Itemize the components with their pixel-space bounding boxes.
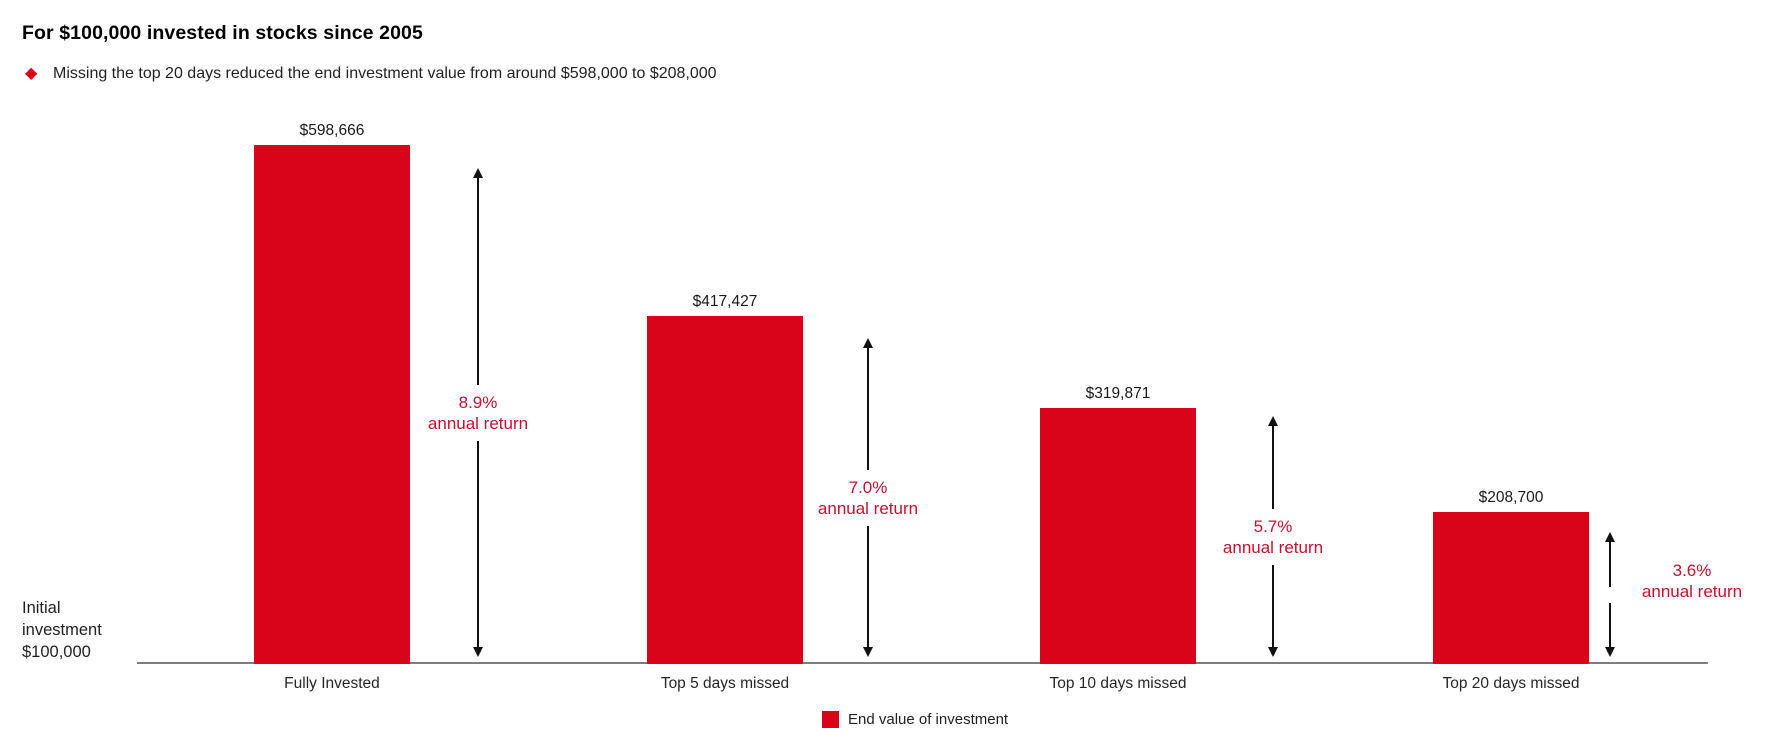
arrow-line-segment — [867, 525, 869, 647]
axis-label-line-1: Initial — [22, 599, 61, 617]
down-arrowhead-icon — [473, 647, 483, 657]
annual-return-suffix: annual return — [817, 498, 919, 518]
annual-return-label: 3.6% annual return — [1618, 560, 1766, 602]
arrow-line-segment — [1609, 542, 1611, 587]
return-arrow-top-5-days-missed: 7.0% annual return — [818, 338, 918, 657]
arrow-line-segment — [867, 348, 869, 470]
legend: End value of investment — [822, 711, 1008, 728]
bar-top-5-days-missed — [647, 316, 803, 664]
category-label-top-10-days-missed: Top 10 days missed — [1049, 675, 1187, 692]
bar-fully-invested — [254, 145, 410, 664]
x-axis-line — [137, 662, 1708, 664]
return-arrow-top-20-days-missed: 3.6% annual return — [1604, 532, 1742, 657]
down-arrowhead-icon — [1268, 647, 1278, 657]
legend-label: End value of investment — [848, 711, 1009, 728]
annual-return-suffix: annual return — [1641, 581, 1743, 601]
arrow-line-segment — [477, 440, 479, 647]
arrow-line-segment — [1609, 602, 1611, 647]
return-arrow-fully-invested: 8.9% annual return — [428, 168, 528, 657]
annual-return-label: 5.7% annual return — [1223, 509, 1323, 565]
bar-top-10-days-missed — [1040, 408, 1196, 664]
category-label-fully-invested: Fully Invested — [284, 675, 380, 692]
bar-value-label: $319,871 — [1085, 385, 1151, 402]
page-title: For $100,000 invested in stocks since 20… — [22, 22, 423, 44]
bar-value-label: $208,700 — [1478, 489, 1544, 506]
down-arrowhead-icon — [1605, 647, 1615, 657]
annual-return-pct: 5.7% — [1253, 516, 1293, 536]
bar-value-label: $598,666 — [299, 122, 365, 139]
axis-label-line-3: $100,000 — [22, 643, 91, 661]
annual-return-pct: 3.6% — [1672, 560, 1712, 580]
axis-label-line-2: investment — [22, 621, 102, 639]
diamond-bullet-icon: ◆ — [25, 65, 38, 82]
return-arrow-top-10-days-missed: 5.7% annual return — [1223, 416, 1323, 657]
annual-return-label: 8.9% annual return — [428, 385, 528, 441]
up-arrowhead-icon — [1268, 416, 1278, 426]
axis-label-initial-investment: Initial investment $100,000 — [22, 597, 102, 663]
down-arrowhead-icon — [863, 647, 873, 657]
annual-return-label: 7.0% annual return — [818, 470, 918, 526]
annual-return-suffix: annual return — [1222, 537, 1324, 557]
up-arrowhead-icon — [863, 338, 873, 348]
arrow-gap — [1610, 587, 1611, 603]
annual-return-pct: 7.0% — [848, 477, 888, 497]
category-label-top-5-days-missed: Top 5 days missed — [660, 675, 790, 692]
subtitle-text: Missing the top 20 days reduced the end … — [53, 65, 717, 82]
annual-return-suffix: annual return — [427, 413, 529, 433]
category-label-top-20-days-missed: Top 20 days missed — [1442, 675, 1580, 692]
bar-value-label: $417,427 — [692, 293, 758, 310]
up-arrowhead-icon — [1605, 532, 1615, 542]
arrow-line-segment — [1272, 426, 1274, 509]
subtitle-bullet-row: ◆ Missing the top 20 days reduced the en… — [25, 65, 717, 83]
up-arrowhead-icon — [473, 168, 483, 178]
arrow-line-segment — [1272, 564, 1274, 647]
annual-return-pct: 8.9% — [458, 392, 498, 412]
bar-top-20-days-missed — [1433, 512, 1589, 664]
legend-swatch-end-value — [822, 711, 839, 728]
arrow-line-segment — [477, 178, 479, 385]
